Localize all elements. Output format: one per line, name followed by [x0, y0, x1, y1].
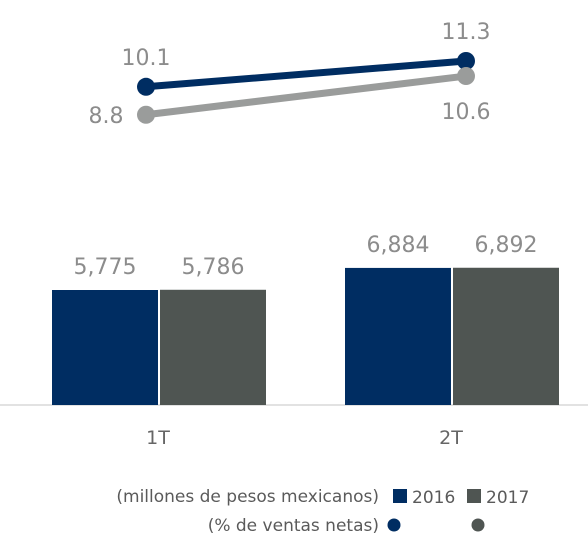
- bar-label-2016-2T: 6,884: [367, 233, 430, 258]
- line-label-2016-2T: 11.3: [442, 20, 491, 45]
- line-point-2016-2T: [457, 52, 475, 70]
- bar-2016-2T: [345, 267, 451, 405]
- bar-2017-2T: [453, 267, 559, 405]
- line-label-2016-1T: 10.1: [122, 46, 171, 71]
- line-series-2016: [142, 57, 470, 91]
- category-label-2T: 2T: [439, 427, 463, 449]
- line-label-2017-2T: 10.6: [442, 100, 491, 125]
- line-point-2017-2T: [457, 67, 475, 86]
- legend-marker-2016: [387, 518, 401, 532]
- legend-swatch-2016: [393, 489, 407, 503]
- bar-label-2016-1T: 5,775: [74, 255, 137, 280]
- line-point-2017-1T: [137, 105, 155, 124]
- legend-line-caption: (% de ventas netas): [208, 516, 379, 536]
- legend-swatch-2017: [467, 489, 481, 503]
- bar-label-2017-1T: 5,786: [182, 255, 245, 280]
- line-label-2017-1T: 8.8: [89, 104, 124, 129]
- line-series-2017: [142, 72, 470, 119]
- legend-bar-caption: (millones de pesos mexicanos): [116, 487, 379, 507]
- bar-2016-1T: [52, 290, 158, 405]
- category-label-1T: 1T: [146, 427, 170, 449]
- bar-label-2017-2T: 6,892: [475, 233, 538, 258]
- bar-2017-1T: [160, 289, 266, 405]
- legend-label-2017: 2017: [486, 488, 529, 508]
- line-point-2016-1T: [137, 77, 155, 96]
- legend-marker-2017: [471, 518, 485, 532]
- legend-label-2016: 2016: [412, 488, 455, 508]
